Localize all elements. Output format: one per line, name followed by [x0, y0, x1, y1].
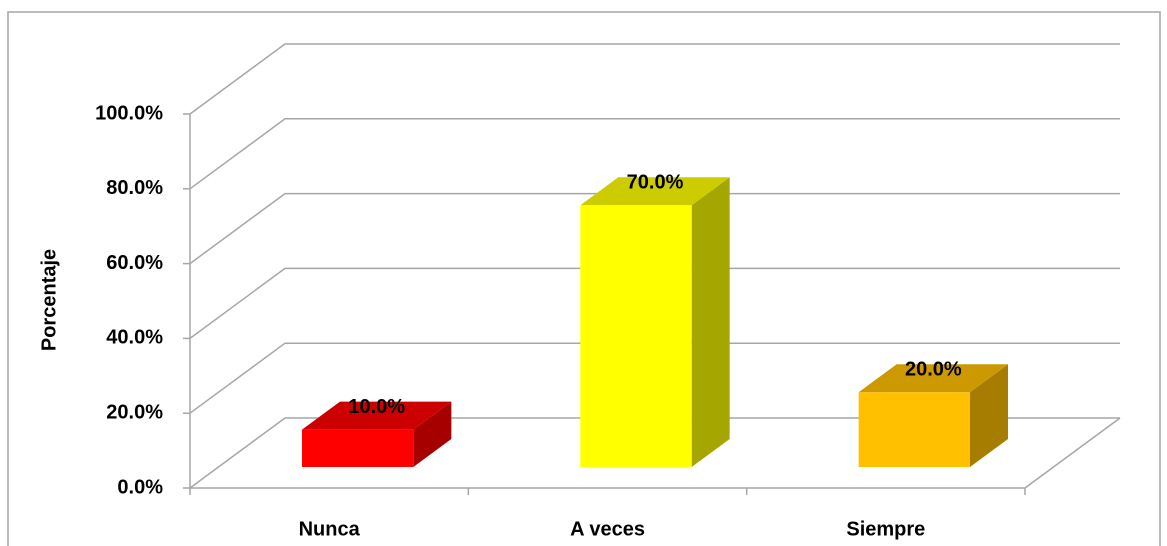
bar [302, 401, 452, 467]
grid-line [189, 417, 1120, 489]
y-tick-label: 100.0% [95, 102, 163, 124]
y-tick-label: 60.0% [106, 252, 163, 274]
bar-top [858, 364, 1008, 393]
bar-front [302, 429, 414, 467]
y-tick-label: 0.0% [117, 476, 163, 498]
bar-side [413, 401, 452, 467]
grid-line [189, 342, 1120, 414]
bar-front [858, 392, 970, 467]
grid-line [189, 192, 1120, 265]
grid-line [189, 267, 1120, 340]
bar-side [970, 364, 1008, 467]
data-label: 10.0% [348, 396, 405, 418]
y-tick-label: 40.0% [106, 327, 163, 349]
y-tick-label: 80.0% [106, 177, 163, 199]
grid-line [189, 118, 1120, 190]
data-label: 70.0% [627, 171, 684, 193]
grid-line [189, 43, 1120, 115]
y-axis-label: Porcentaje [38, 249, 60, 351]
bar [858, 364, 1008, 467]
bar-top [580, 177, 730, 206]
data-label: 20.0% [905, 358, 962, 380]
bar-front [580, 205, 692, 467]
x-tick-label: Nunca [299, 518, 361, 540]
x-tick-label: Siempre [846, 518, 925, 540]
bar-side [691, 177, 730, 467]
bar [580, 177, 730, 467]
y-tick-label: 20.0% [106, 401, 163, 423]
bar-top [302, 401, 452, 430]
chart-border [7, 11, 1161, 546]
x-tick-label: A veces [570, 518, 645, 540]
